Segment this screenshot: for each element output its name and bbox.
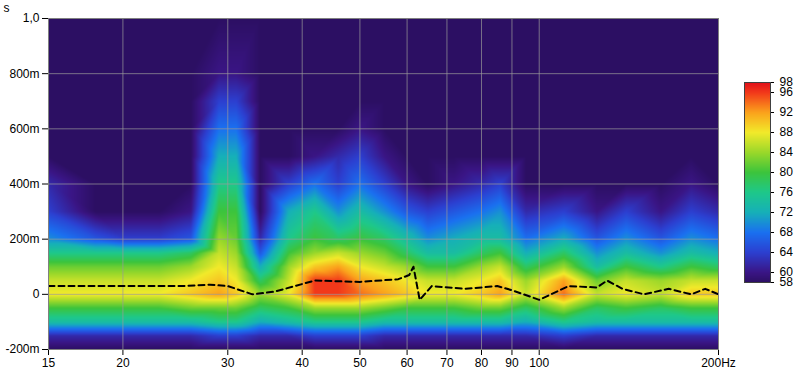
svg-text:60: 60: [400, 356, 414, 370]
svg-text:72: 72: [780, 205, 794, 219]
svg-text:76: 76: [780, 185, 794, 199]
svg-text:600m: 600m: [9, 122, 39, 136]
svg-text:80: 80: [780, 165, 794, 179]
svg-text:1,0: 1,0: [23, 11, 40, 25]
svg-text:58: 58: [779, 275, 793, 290]
svg-text:15: 15: [42, 356, 56, 370]
svg-text:98: 98: [780, 75, 794, 89]
svg-text:96: 96: [779, 85, 793, 100]
svg-text:s: s: [4, 1, 10, 15]
svg-text:100: 100: [529, 356, 549, 370]
svg-text:40: 40: [296, 356, 310, 370]
svg-text:50: 50: [353, 356, 367, 370]
svg-text:80: 80: [475, 356, 489, 370]
svg-text:84: 84: [780, 145, 794, 159]
svg-text:64: 64: [780, 245, 794, 259]
svg-text:200m: 200m: [9, 232, 39, 246]
svg-text:0: 0: [33, 287, 40, 301]
svg-text:200Hz: 200Hz: [701, 356, 736, 370]
svg-text:90: 90: [505, 356, 519, 370]
svg-text:70: 70: [440, 356, 454, 370]
svg-text:88: 88: [780, 125, 794, 139]
svg-text:-200m: -200m: [5, 342, 39, 356]
svg-text:20: 20: [116, 356, 130, 370]
svg-text:68: 68: [780, 225, 794, 239]
svg-text:800m: 800m: [9, 67, 39, 81]
svg-text:92: 92: [780, 105, 794, 119]
svg-text:30: 30: [221, 356, 235, 370]
svg-text:400m: 400m: [9, 177, 39, 191]
svg-text:60: 60: [780, 265, 794, 279]
